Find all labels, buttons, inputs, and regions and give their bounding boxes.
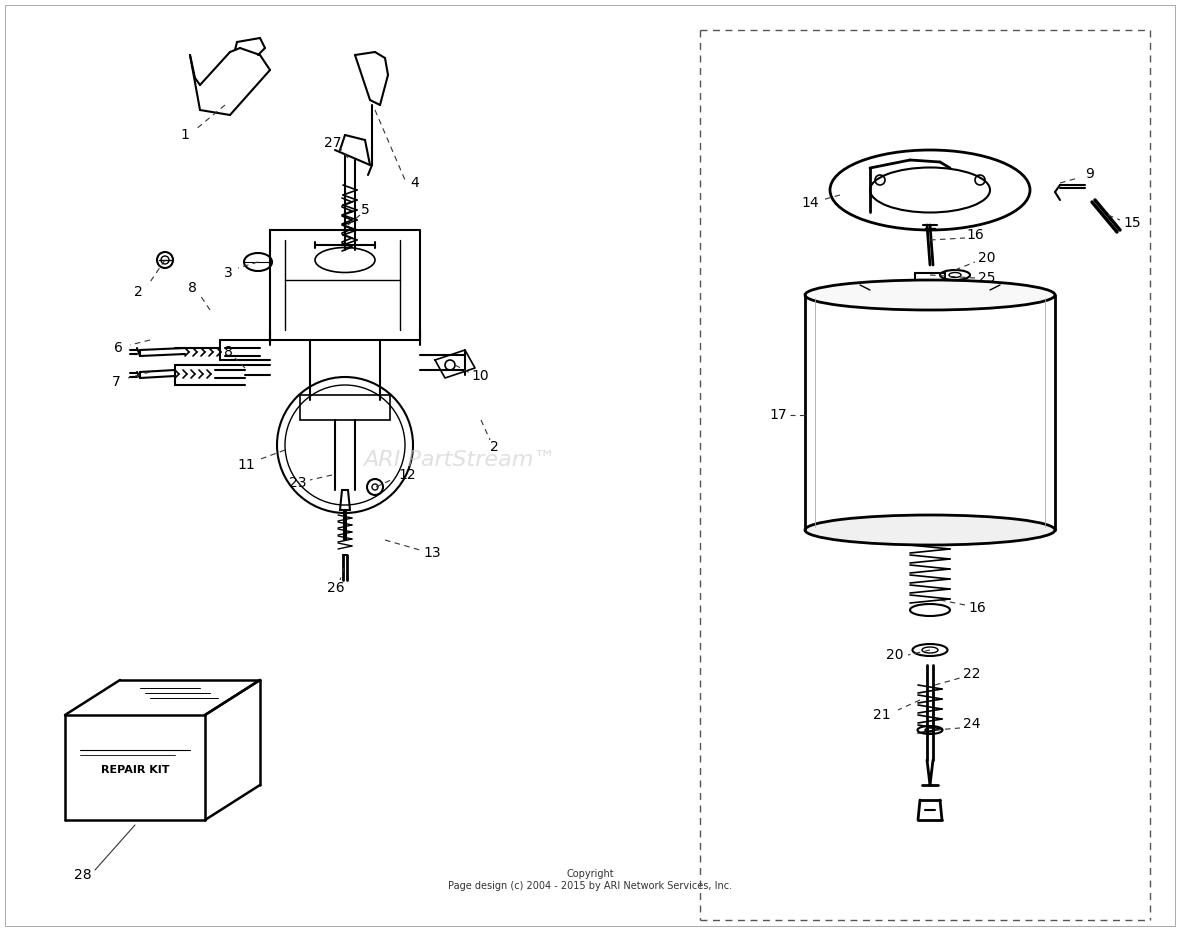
Text: 7: 7 [112,375,120,389]
Text: 20: 20 [978,251,996,265]
Text: 26: 26 [327,581,345,595]
Text: 25: 25 [978,271,996,285]
Text: 5: 5 [361,203,369,217]
Text: 14: 14 [801,196,819,210]
Ellipse shape [805,280,1055,310]
Text: 11: 11 [237,458,255,472]
Text: 24: 24 [963,717,981,731]
Text: 10: 10 [471,369,489,383]
Bar [914,273,945,285]
Text: 12: 12 [398,468,415,482]
Text: 8: 8 [223,345,232,359]
Text: 17: 17 [769,408,787,422]
Text: 23: 23 [289,476,307,490]
Text: Copyright
Page design (c) 2004 - 2015 by ARI Network Services, Inc.: Copyright Page design (c) 2004 - 2015 by… [448,870,732,891]
Text: 2: 2 [133,285,143,299]
Text: 22: 22 [963,667,981,681]
Text: 16: 16 [966,228,984,242]
Text: 28: 28 [74,868,92,882]
Text: REPAIR KIT: REPAIR KIT [100,765,169,775]
Text: 1: 1 [181,128,190,142]
Ellipse shape [912,644,948,656]
Text: 9: 9 [1086,167,1094,181]
Text: 16: 16 [968,601,985,615]
Text: 21: 21 [873,708,891,722]
Bar [300,395,391,420]
Text: 3: 3 [224,266,232,280]
Text: 8: 8 [188,281,196,295]
Text: 2: 2 [490,440,498,454]
Text: 13: 13 [424,546,441,560]
Ellipse shape [940,270,970,280]
Ellipse shape [805,515,1055,545]
Text: 4: 4 [411,176,419,190]
Text: ARI PartStream™: ARI PartStream™ [363,450,556,470]
Ellipse shape [918,726,943,734]
Text: 6: 6 [113,341,123,355]
Text: 15: 15 [1123,216,1141,230]
Text: 20: 20 [886,648,904,662]
Text: 27: 27 [324,136,342,150]
